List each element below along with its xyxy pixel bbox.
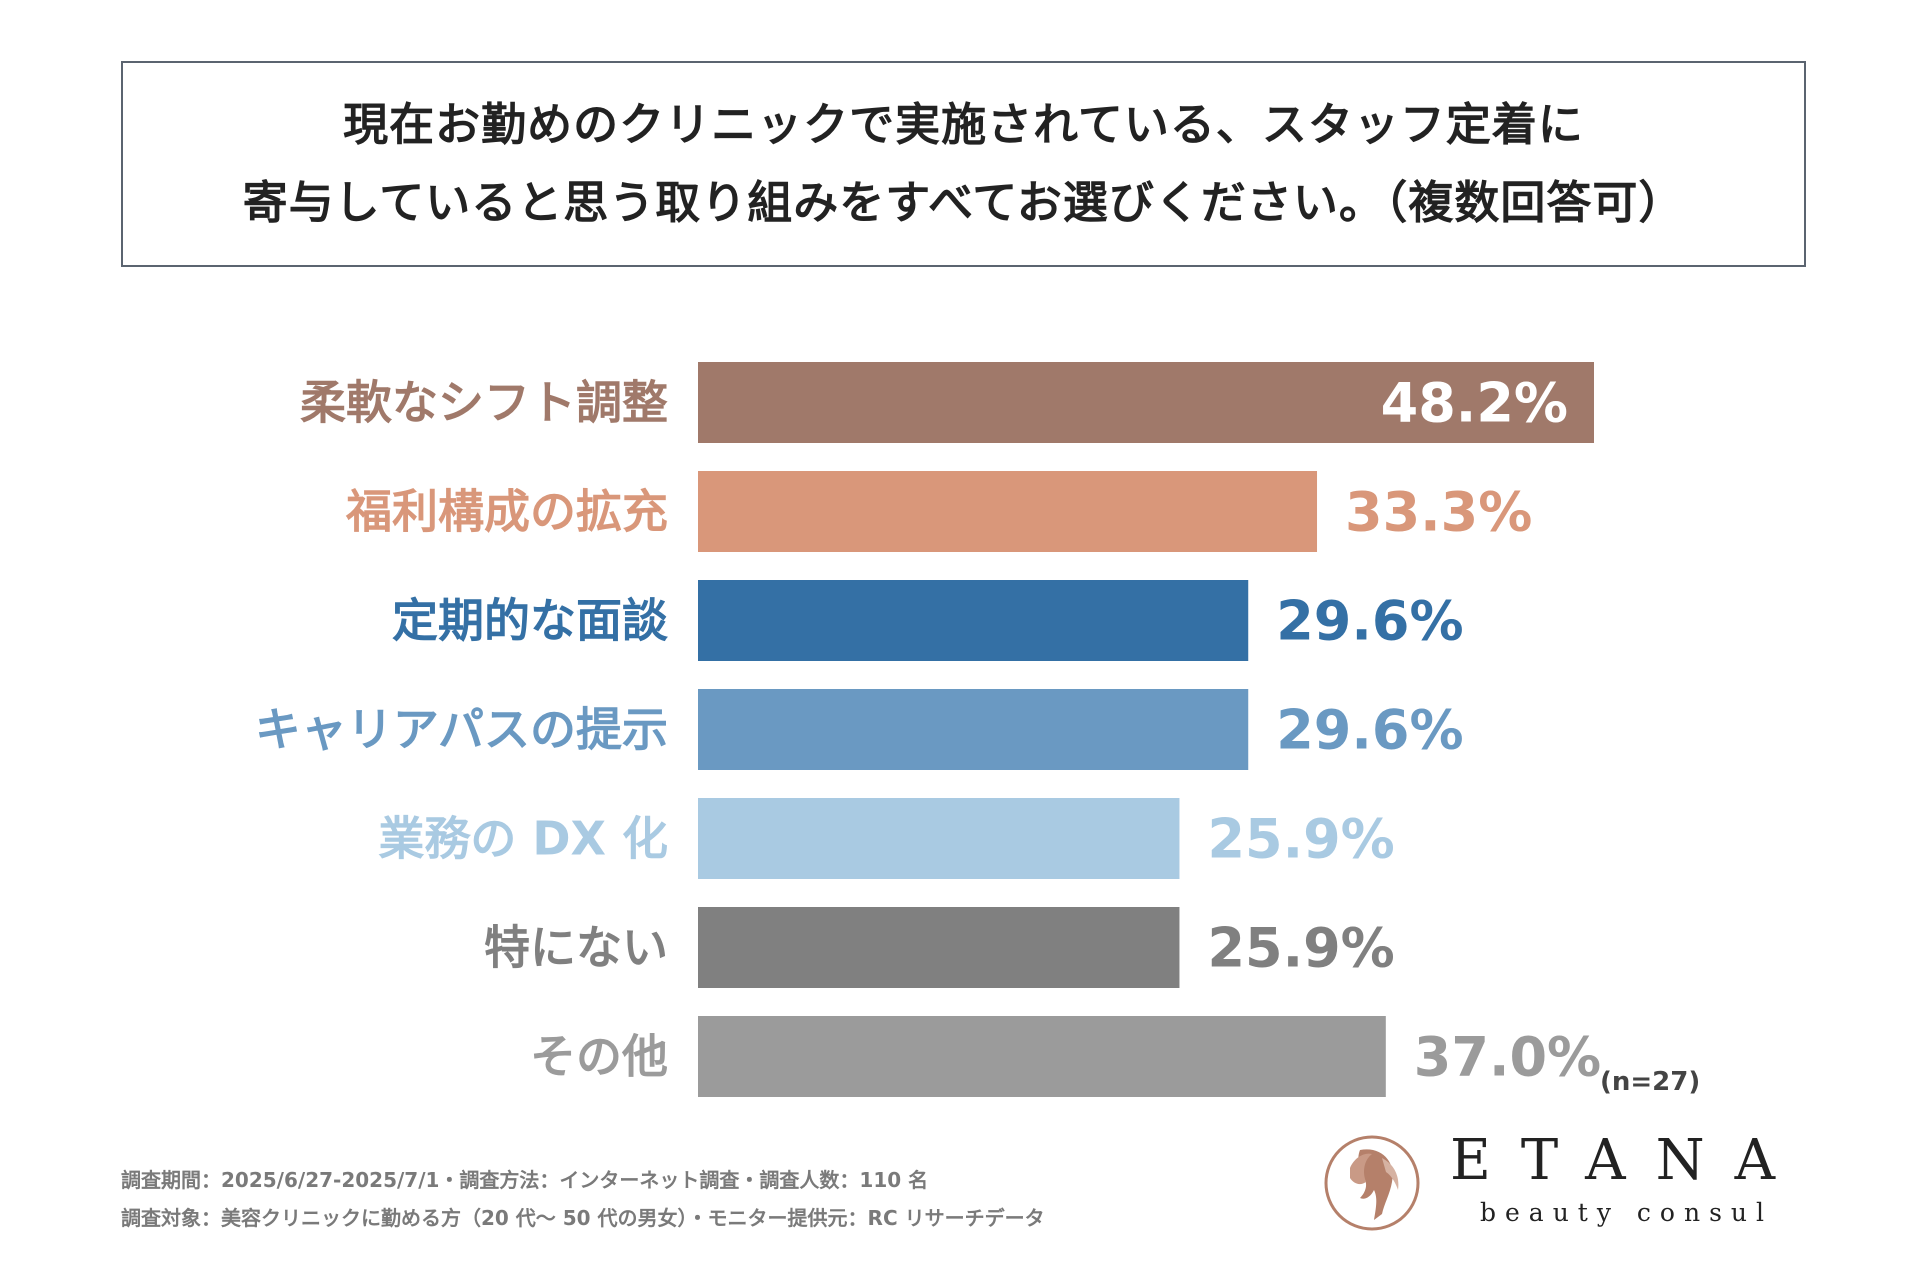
logo-subtitle: beauty consul xyxy=(1480,1198,1774,1227)
survey-target-note: 調査対象：美容クリニックに勤める方（20 代～ 50 代の男女）・モニター提供元… xyxy=(121,1206,1045,1230)
category-label-5: 特にない xyxy=(484,921,668,975)
value-label-6: 37.0% xyxy=(1414,1026,1601,1089)
bar-5 xyxy=(698,907,1180,988)
bar-6 xyxy=(698,1016,1386,1097)
value-label-2: 29.6% xyxy=(1276,590,1463,653)
value-label-5: 25.9% xyxy=(1207,917,1394,980)
title-box: 現在お勤めのクリニックで実施されている、スタッフ定着に 寄与していると思う取り組… xyxy=(121,61,1806,267)
category-label-3: キャリアパスの提示 xyxy=(255,703,668,757)
title-line-1: 現在お勤めのクリニックで実施されている、スタッフ定着に xyxy=(343,98,1584,151)
bar-chart: 柔軟なシフト調整 48.2% 福利構成の拡充 33.3% 定期的な面談 29.6% キャリア… xyxy=(255,362,1700,1097)
category-label-0: 柔軟なシフト調整 xyxy=(300,376,668,430)
survey-period-note: 調査期間：2025/6/27-2025/7/1・調査方法：インターネット調査・調… xyxy=(121,1168,929,1192)
value-label-0: 48.2% xyxy=(1381,372,1568,435)
bar-2 xyxy=(698,580,1249,661)
title-line-2: 寄与していると思う取り組みをすべてお選びください。（複数回答可） xyxy=(242,176,1685,229)
etana-logo: ETANA beauty consul xyxy=(1320,1128,1810,1238)
value-label-4: 25.9% xyxy=(1207,808,1394,871)
logo-wordmark: ETANA xyxy=(1450,1128,1806,1193)
category-label-6: その他 xyxy=(530,1030,668,1084)
category-label-2: 定期的な面談 xyxy=(392,594,668,648)
sample-size-note: (n=27) xyxy=(1600,1067,1700,1097)
bar-4 xyxy=(698,798,1180,879)
value-label-1: 33.3% xyxy=(1345,481,1532,544)
woman-profile-logo-icon xyxy=(1324,1135,1420,1231)
category-label-1: 福利構成の拡充 xyxy=(345,485,668,539)
bar-0 xyxy=(698,362,1594,443)
bar-1 xyxy=(698,471,1318,552)
bar-3 xyxy=(698,689,1249,770)
category-label-4: 業務の DX 化 xyxy=(378,812,668,866)
value-label-3: 29.6% xyxy=(1276,699,1463,762)
